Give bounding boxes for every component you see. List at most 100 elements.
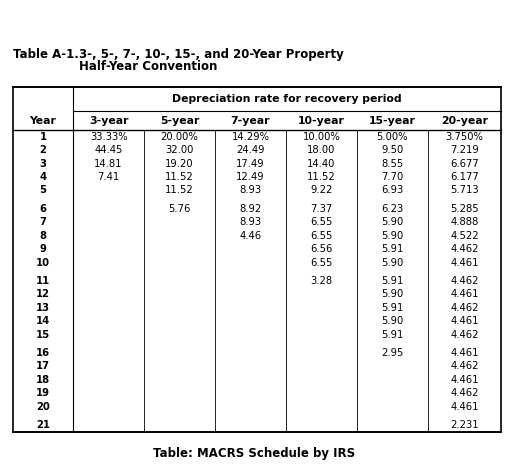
Text: 18: 18 <box>36 375 50 385</box>
Text: 10.00%: 10.00% <box>302 132 341 142</box>
Text: 19: 19 <box>36 388 50 398</box>
Text: 24.49: 24.49 <box>236 145 265 155</box>
Text: 3.750%: 3.750% <box>446 132 484 142</box>
Text: 6.56: 6.56 <box>310 244 332 254</box>
Text: 13: 13 <box>36 303 50 313</box>
Text: Depreciation rate for recovery period: Depreciation rate for recovery period <box>173 94 402 104</box>
Text: 5.91: 5.91 <box>381 244 404 254</box>
Text: Year: Year <box>30 116 56 126</box>
Text: 6: 6 <box>39 204 46 214</box>
Text: 2.95: 2.95 <box>381 348 404 358</box>
Text: 14.81: 14.81 <box>94 159 123 169</box>
Text: 5-year: 5-year <box>160 116 199 126</box>
Text: 7.37: 7.37 <box>310 204 332 214</box>
Text: 11.52: 11.52 <box>307 172 336 182</box>
Text: 12.49: 12.49 <box>236 172 265 182</box>
Text: 4: 4 <box>39 172 46 182</box>
Text: 7.70: 7.70 <box>381 172 404 182</box>
Text: 5.90: 5.90 <box>381 217 404 228</box>
Text: 4.462: 4.462 <box>450 388 479 398</box>
Text: 5.91: 5.91 <box>381 303 404 313</box>
Text: 5.91: 5.91 <box>381 276 404 286</box>
Text: 4.46: 4.46 <box>239 231 262 241</box>
Text: 17: 17 <box>36 362 50 371</box>
Text: 6.177: 6.177 <box>450 172 479 182</box>
Text: 15: 15 <box>36 329 50 340</box>
Text: 9: 9 <box>40 244 46 254</box>
Text: 5.90: 5.90 <box>381 316 404 326</box>
Text: 9.22: 9.22 <box>310 185 332 195</box>
Text: 4.461: 4.461 <box>450 375 479 385</box>
Text: 4.461: 4.461 <box>450 258 479 268</box>
Text: 4.522: 4.522 <box>450 231 479 241</box>
Text: 6.55: 6.55 <box>310 231 332 241</box>
Text: 6.55: 6.55 <box>310 258 332 268</box>
Text: 12: 12 <box>36 289 50 299</box>
Text: 4.461: 4.461 <box>450 402 479 412</box>
Text: 5.90: 5.90 <box>381 258 404 268</box>
Text: 20: 20 <box>36 402 50 412</box>
Text: 8.93: 8.93 <box>239 185 262 195</box>
Text: 8.93: 8.93 <box>239 217 262 228</box>
Text: 14.29%: 14.29% <box>232 132 269 142</box>
Bar <box>13 87 501 432</box>
Text: 19.20: 19.20 <box>165 159 194 169</box>
Text: 5.90: 5.90 <box>381 289 404 299</box>
Text: 5: 5 <box>39 185 46 195</box>
Text: Half-Year Convention: Half-Year Convention <box>79 59 217 73</box>
Text: 20-year: 20-year <box>441 116 488 126</box>
Text: 4.462: 4.462 <box>450 329 479 340</box>
Text: 4.461: 4.461 <box>450 289 479 299</box>
Text: 5.90: 5.90 <box>381 231 404 241</box>
Text: 11.52: 11.52 <box>165 172 194 182</box>
Text: 5.76: 5.76 <box>168 204 191 214</box>
Text: 17.49: 17.49 <box>236 159 265 169</box>
Text: 4.462: 4.462 <box>450 276 479 286</box>
Text: 14.40: 14.40 <box>307 159 335 169</box>
Text: 3.28: 3.28 <box>310 276 332 286</box>
Text: 7: 7 <box>40 217 46 228</box>
Text: 8.55: 8.55 <box>381 159 404 169</box>
Text: Table: MACRS Schedule by IRS: Table: MACRS Schedule by IRS <box>153 447 356 460</box>
Text: 4.888: 4.888 <box>450 217 478 228</box>
Text: 4.462: 4.462 <box>450 303 479 313</box>
Text: 3-year: 3-year <box>89 116 128 126</box>
Text: 5.285: 5.285 <box>450 204 479 214</box>
Text: 2: 2 <box>40 145 46 155</box>
Text: 7.219: 7.219 <box>450 145 479 155</box>
Text: 5.00%: 5.00% <box>377 132 408 142</box>
Text: 18.00: 18.00 <box>307 145 335 155</box>
Text: 6.93: 6.93 <box>381 185 404 195</box>
Text: Table A-1.: Table A-1. <box>13 48 78 61</box>
Text: 16: 16 <box>36 348 50 358</box>
Text: 4.462: 4.462 <box>450 244 479 254</box>
Text: 6.677: 6.677 <box>450 159 479 169</box>
Text: 10: 10 <box>36 258 50 268</box>
Text: 4.461: 4.461 <box>450 348 479 358</box>
Text: 3: 3 <box>40 159 46 169</box>
Text: 7-year: 7-year <box>231 116 270 126</box>
Text: 14: 14 <box>36 316 50 326</box>
Text: 8.92: 8.92 <box>239 204 262 214</box>
Text: 3-, 5-, 7-, 10-, 15-, and 20-Year Property: 3-, 5-, 7-, 10-, 15-, and 20-Year Proper… <box>79 48 344 61</box>
Text: 7.41: 7.41 <box>98 172 120 182</box>
Text: 5.91: 5.91 <box>381 329 404 340</box>
Text: 8: 8 <box>39 231 46 241</box>
Text: 5.713: 5.713 <box>450 185 479 195</box>
Text: 11.52: 11.52 <box>165 185 194 195</box>
Text: 32.00: 32.00 <box>165 145 194 155</box>
Text: 4.461: 4.461 <box>450 316 479 326</box>
Text: 6.55: 6.55 <box>310 217 332 228</box>
Text: 44.45: 44.45 <box>95 145 123 155</box>
Text: 10-year: 10-year <box>298 116 345 126</box>
Text: 4.462: 4.462 <box>450 362 479 371</box>
Text: 6.23: 6.23 <box>381 204 404 214</box>
Text: 11: 11 <box>36 276 50 286</box>
Text: 15-year: 15-year <box>369 116 416 126</box>
Text: 33.33%: 33.33% <box>90 132 127 142</box>
Text: 20.00%: 20.00% <box>161 132 199 142</box>
Text: 1: 1 <box>39 132 46 142</box>
Text: 9.50: 9.50 <box>381 145 404 155</box>
Text: 21: 21 <box>36 420 50 430</box>
Text: 2.231: 2.231 <box>450 420 479 430</box>
